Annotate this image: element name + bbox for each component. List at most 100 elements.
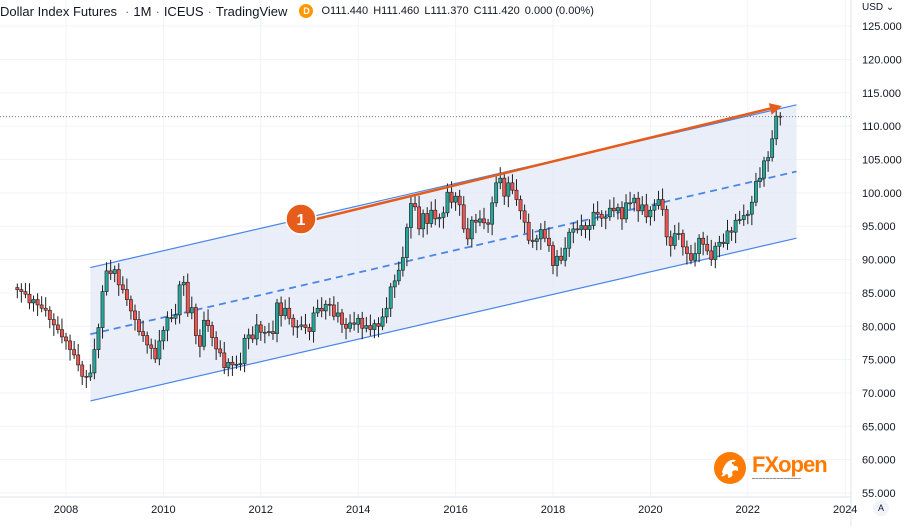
candle (445, 183, 450, 217)
candle (242, 334, 247, 373)
candle (360, 311, 365, 340)
candle (258, 320, 263, 341)
currency-selector[interactable]: USD ⌄ (862, 2, 894, 13)
symbol-name[interactable]: Dollar Index Futures (0, 3, 118, 19)
candle (323, 300, 328, 320)
candle (717, 235, 722, 258)
candle (226, 358, 231, 377)
legend-separator: · (207, 3, 212, 19)
candle-body (133, 310, 137, 320)
candle-body (648, 209, 653, 218)
candle (725, 219, 730, 250)
candle (384, 297, 389, 324)
candle (762, 156, 766, 187)
candle (23, 282, 28, 299)
candle-body (534, 238, 539, 242)
price-tick-label: 115.000 (862, 88, 901, 100)
candle (120, 276, 125, 294)
candle-body (189, 307, 194, 314)
candle (522, 204, 527, 234)
candle (421, 209, 426, 238)
candle (741, 204, 746, 226)
candle (571, 222, 576, 244)
candle (526, 213, 531, 245)
candle (603, 210, 608, 230)
candle (437, 213, 442, 228)
candle (250, 326, 255, 343)
candle-body (340, 312, 344, 325)
candle-body (611, 207, 616, 212)
provider-label: TradingView (215, 3, 288, 19)
candle-body (177, 284, 182, 316)
candle (396, 261, 401, 285)
candle (137, 310, 141, 336)
candle (287, 297, 292, 325)
auto-scale-button[interactable]: A (873, 500, 889, 516)
candle-body (754, 181, 758, 203)
chart-legend[interactable]: Dollar Index Futures · 1M · ICEUS · Trad… (0, 2, 596, 20)
data-source-badge[interactable]: D (299, 4, 314, 18)
candle (749, 195, 754, 226)
candle-body (27, 293, 32, 304)
candle (494, 174, 499, 207)
candle (518, 195, 523, 220)
candle-body (425, 213, 430, 224)
candle-body (145, 335, 150, 346)
candle-body (283, 307, 288, 316)
time-axis[interactable]: 2008 2010 2012 2014 2016 2018 2020 2022 2024 (54, 504, 858, 516)
candle (193, 303, 198, 345)
interval-label[interactable]: 1M (133, 3, 152, 19)
candle (555, 249, 559, 277)
candle (628, 191, 632, 210)
candle-body (737, 219, 742, 221)
annotation-marker[interactable]: 1 (285, 203, 317, 235)
candle-body (161, 329, 166, 342)
candle (60, 318, 64, 344)
candle (206, 309, 210, 332)
candle (100, 285, 105, 339)
marker-circle[interactable] (285, 203, 317, 235)
candle (15, 283, 20, 299)
brand-name: FXopen (752, 452, 828, 477)
candle-body (185, 281, 190, 314)
candle (697, 234, 702, 263)
candle-body (137, 319, 141, 332)
candle-body (230, 361, 235, 366)
candle (737, 210, 742, 225)
price-axis[interactable]: 55.000 60.000 65.000 70.000 75.000 80.000 85.0… (862, 21, 902, 500)
candle-body (530, 239, 535, 242)
candle (380, 308, 385, 331)
candle-body (676, 233, 681, 235)
candle-body (587, 225, 592, 230)
candle-body (644, 204, 649, 218)
time-tick-label: 2020 (638, 504, 662, 516)
candle-body (315, 307, 320, 314)
candle (400, 246, 405, 277)
candle-body (721, 241, 726, 244)
candle-body (559, 255, 564, 261)
candle (575, 220, 580, 234)
candle (640, 196, 645, 215)
candle (35, 293, 40, 316)
candle-body (279, 302, 284, 316)
candle-body (640, 204, 645, 212)
candle-body (551, 245, 555, 266)
candle (754, 172, 758, 207)
candle-body (656, 199, 661, 206)
candle-body (409, 203, 413, 228)
candle (486, 218, 490, 233)
candle-body (234, 363, 239, 366)
candle-body (364, 325, 369, 329)
change-value: 0.000 (0.00%) (524, 5, 594, 17)
candle-body (494, 182, 499, 204)
price-tick-label: 80.000 (862, 321, 896, 333)
candle-body (713, 245, 718, 260)
candle-body (376, 323, 381, 327)
candle-body (616, 207, 620, 212)
candle (222, 341, 227, 374)
candle-body (214, 337, 219, 350)
legend-separator: · (155, 3, 160, 19)
candle (668, 230, 673, 257)
